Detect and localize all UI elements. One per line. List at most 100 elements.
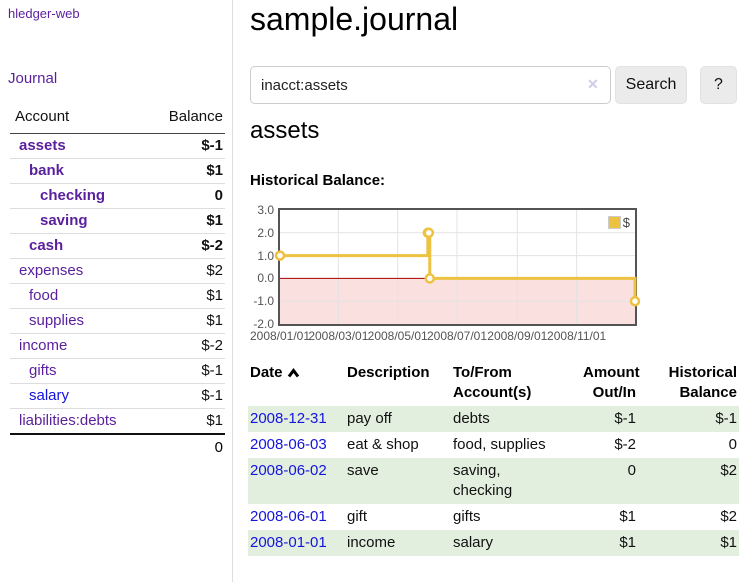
account-link[interactable]: checking [40, 187, 106, 204]
transaction-description: pay off [347, 410, 392, 427]
account-link[interactable]: cash [29, 237, 64, 254]
transaction-accounts: food, supplies [453, 436, 546, 453]
account-balance: 0 [147, 183, 225, 209]
transaction-description: income [347, 534, 396, 551]
account-balance: $-2 [147, 333, 225, 359]
accounts-total-row: 0 [10, 433, 225, 461]
y-tick-label: 0.0 [257, 271, 274, 286]
account-link[interactable]: liabilities:debts [19, 412, 117, 429]
transactions-table: Date Description To/From Account(s) Amou… [248, 360, 739, 556]
account-heading: assets [250, 117, 320, 144]
account-balance: $1 [147, 158, 225, 184]
account-link[interactable]: income [19, 337, 68, 354]
accounts-column-header: To/From Account(s) [453, 364, 532, 401]
amount-column-header: Amount Out/In [583, 364, 640, 401]
account-link[interactable]: salary [29, 387, 70, 404]
search-input[interactable] [250, 66, 611, 104]
main-content: sample.journal ✕ Search ? assets Histori… [248, 0, 742, 582]
account-row: liabilities:debts $1 [10, 408, 225, 434]
y-tick-label: 1.0 [257, 248, 274, 263]
transaction-accounts: saving, checking [453, 462, 513, 499]
account-link[interactable]: saving [40, 212, 88, 229]
transaction-amount: $-2 [614, 436, 636, 453]
account-row: salary $-1 [10, 383, 225, 409]
historical-balance-chart: 3.0 2.0 1.0 0.0 -1.0 -2.0 $ 2008/01/01 2008/03… [248, 200, 742, 348]
accounts-total-value: 0 [147, 433, 225, 461]
transaction-balance: 0 [728, 436, 737, 453]
transaction-balance: $2 [720, 462, 737, 479]
account-column-header: Account [10, 104, 148, 134]
account-link[interactable]: expenses [19, 262, 84, 279]
transaction-amount: $-1 [614, 410, 636, 427]
legend-label: $ [622, 215, 630, 230]
account-link[interactable]: gifts [29, 362, 57, 379]
sidebar: hledger-web Journal Account Balance asse… [0, 0, 233, 582]
transactions-table-header: Date Description To/From Account(s) Amou… [248, 360, 739, 406]
app-brand-link[interactable]: hledger-web [8, 6, 80, 21]
account-balance: $-1 [147, 358, 225, 384]
transaction-date-link[interactable]: 2008-06-01 [250, 508, 327, 525]
y-tick-label: -2.0 [253, 317, 274, 331]
x-tick-label: 2008/07/01 [426, 329, 488, 343]
account-row: supplies $1 [10, 308, 225, 334]
transaction-date-link[interactable]: 2008-12-31 [250, 410, 327, 427]
account-balance: $1 [147, 208, 225, 234]
transaction-amount: $1 [619, 508, 636, 525]
account-row: cash $-2 [10, 233, 225, 259]
clear-search-icon[interactable]: ✕ [587, 76, 599, 92]
account-row: saving $1 [10, 208, 225, 234]
transaction-date-link[interactable]: 2008-06-02 [250, 462, 327, 479]
transaction-accounts: debts [453, 410, 490, 427]
x-tick-label: 2008/11/01 [547, 329, 607, 343]
account-row: assets $-1 [10, 134, 225, 159]
transaction-amount: $1 [619, 534, 636, 551]
transaction-row: 2008-06-01 gift gifts $1 $2 [248, 504, 739, 530]
chart-title: Historical Balance: [250, 172, 386, 189]
transaction-description: gift [347, 508, 368, 525]
transaction-date-link[interactable]: 2008-06-03 [250, 436, 327, 453]
x-tick-label: 2008/03/01 [308, 329, 369, 343]
account-balance: $2 [147, 258, 225, 284]
date-column-header[interactable]: Date [248, 360, 345, 406]
transaction-row: 2008-06-03 eat & shop food, supplies $-2 0 [248, 432, 739, 458]
account-link[interactable]: bank [29, 162, 65, 179]
y-tick-label: 3.0 [257, 203, 274, 217]
account-link[interactable]: assets [19, 137, 66, 154]
y-tick-label: -1.0 [253, 294, 274, 309]
transaction-description: eat & shop [347, 436, 419, 453]
sidebar-item-journal[interactable]: Journal [8, 70, 58, 87]
x-tick-label: 2008/01/01 [249, 329, 311, 343]
transaction-row: 2008-06-02 save saving, checking 0 $2 [248, 458, 739, 504]
x-tick-label: 2008/05/01 [367, 329, 428, 343]
transaction-row: 2008-01-01 income salary $1 $1 [248, 530, 739, 556]
page-title: sample.journal [250, 1, 459, 37]
account-balance: $-1 [147, 383, 225, 409]
account-row: bank $1 [10, 158, 225, 184]
account-balance: $1 [147, 408, 225, 434]
chart-plot-area: $ [274, 208, 641, 326]
account-link[interactable]: supplies [29, 312, 85, 329]
transaction-amount: 0 [627, 462, 636, 479]
accounts-table: Account Balance assets $-1 bank $1 checking 0… [10, 104, 225, 461]
account-balance: $-2 [147, 233, 225, 259]
help-button[interactable]: ? [700, 66, 737, 104]
account-row: checking 0 [10, 183, 225, 209]
account-link[interactable]: food [29, 287, 59, 304]
account-row: expenses $2 [10, 258, 225, 284]
chart-legend: $ [606, 215, 631, 230]
account-balance: $1 [147, 308, 225, 334]
transaction-accounts: salary [453, 534, 494, 551]
transaction-row: 2008-12-31 pay off debts $-1 $-1 [248, 406, 739, 432]
account-balance: $-1 [201, 137, 223, 154]
account-row: income $-2 [10, 333, 225, 359]
transaction-balance: $-1 [715, 410, 737, 427]
search-button[interactable]: Search [615, 66, 687, 104]
transaction-description: save [347, 462, 379, 479]
account-row: gifts $-1 [10, 358, 225, 384]
transaction-date-link[interactable]: 2008-01-01 [250, 534, 327, 551]
transaction-accounts: gifts [453, 508, 481, 525]
balance-column-header: Balance [147, 104, 225, 134]
accounts-table-header: Account Balance [10, 104, 225, 134]
chart-canvas [274, 210, 641, 324]
